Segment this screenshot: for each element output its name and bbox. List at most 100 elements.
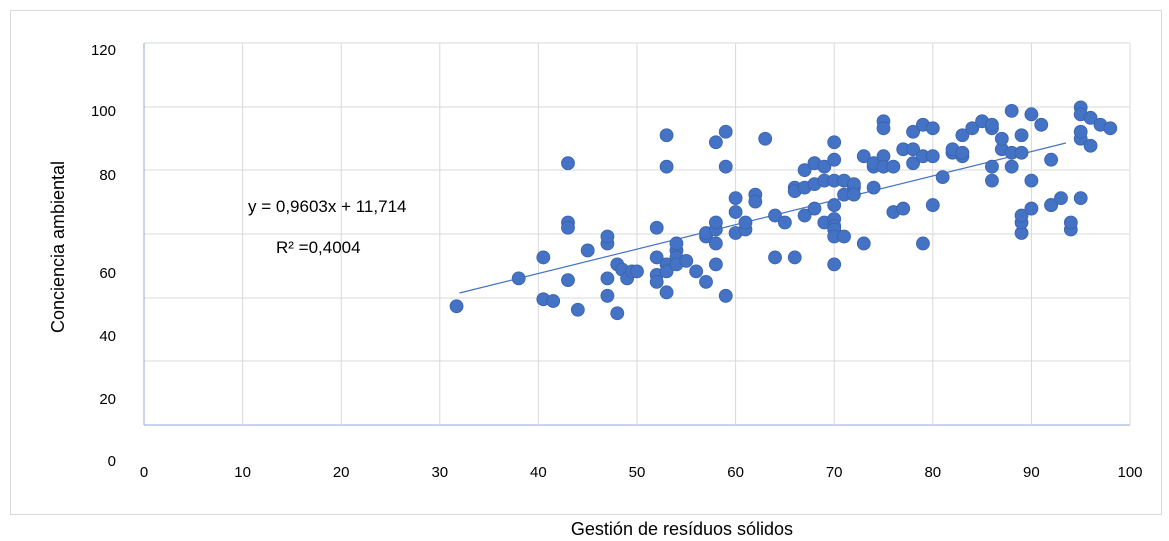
data-point: [906, 142, 920, 157]
trendline: [459, 142, 1067, 294]
data-point: [1024, 201, 1039, 216]
x-tick-label: 40: [530, 464, 547, 481]
data-point: [659, 285, 674, 300]
data-point: [1004, 103, 1019, 118]
data-point: [1044, 198, 1059, 212]
y-tick-label: 80: [99, 167, 116, 184]
data-point: [985, 117, 999, 132]
data-point: [768, 208, 782, 223]
data-point: [561, 220, 575, 235]
data-point: [994, 131, 1009, 146]
data-point: [1103, 121, 1118, 136]
x-tick-label: 70: [826, 464, 843, 481]
x-tick-label: 20: [333, 464, 350, 481]
data-point: [728, 205, 743, 219]
data-point: [1083, 138, 1098, 153]
data-point: [1004, 159, 1019, 174]
data-point: [827, 257, 842, 272]
data-point: [728, 191, 743, 205]
y-axis-title: Conciencia ambiental: [48, 161, 68, 333]
data-point: [925, 121, 940, 136]
data-point: [649, 220, 664, 235]
data-point: [708, 215, 723, 230]
data-point: [1063, 215, 1078, 230]
data-point: [787, 250, 802, 265]
data-point: [906, 156, 920, 171]
data-point: [778, 215, 792, 230]
data-point: [679, 254, 694, 268]
data-point: [570, 302, 585, 317]
r-squared-label: R² =0,4004: [276, 238, 361, 257]
y-tick-label: 100: [91, 103, 116, 120]
data-point: [1054, 191, 1068, 205]
equation-label: y = 0,9603x + 11,714: [248, 197, 406, 216]
data-point: [827, 198, 842, 212]
y-tick-label: 40: [99, 328, 116, 345]
data-point: [876, 121, 891, 136]
data-point: [906, 124, 920, 139]
data-point: [955, 145, 970, 160]
data-point: [546, 294, 561, 308]
tick-labels: 0 10 20 30 40 50 60 70 80 90 100 0 20 40 60 80 100 120: [91, 42, 1143, 481]
data-point: [896, 201, 911, 216]
data-point: [708, 257, 723, 272]
trendline-layer: [459, 142, 1067, 294]
x-tick-label: 90: [1023, 464, 1040, 481]
data-point: [718, 288, 733, 303]
data-point: [659, 159, 674, 174]
data-point: [708, 236, 723, 251]
data-point: [708, 135, 723, 150]
data-point: [561, 273, 575, 288]
data-point: [827, 135, 842, 150]
data-point: [536, 250, 551, 265]
data-point: [847, 187, 861, 202]
data-point: [965, 121, 980, 136]
data-point: [600, 271, 615, 286]
y-tick-label: 120: [91, 42, 116, 59]
data-point: [738, 215, 753, 230]
data-point: [1024, 173, 1039, 188]
data-point: [985, 159, 999, 174]
data-point: [1014, 145, 1029, 160]
data-point: [1014, 128, 1029, 143]
data-point: [935, 170, 950, 185]
data-point: [886, 159, 901, 174]
data-point: [866, 180, 881, 195]
data-point: [511, 271, 526, 286]
data-point: [1034, 117, 1049, 132]
data-point: [1044, 152, 1059, 167]
data-point: [925, 198, 940, 212]
x-tick-label: 60: [727, 464, 744, 481]
data-point: [649, 250, 664, 265]
data-point: [758, 131, 773, 146]
x-axis-title: Gestión de resíduos sólidos: [571, 519, 793, 539]
data-point: [449, 299, 464, 314]
data-point: [1014, 208, 1029, 223]
data-point: [659, 264, 674, 279]
gridlines: [143, 42, 1131, 426]
y-tick-label: 20: [99, 391, 116, 408]
data-point: [659, 128, 674, 143]
data-point: [649, 274, 664, 289]
data-point: [827, 152, 842, 167]
data-point: [925, 149, 940, 164]
chart-frame: [10, 10, 1162, 515]
data-point: [669, 236, 684, 251]
x-tick-label: 50: [629, 464, 646, 481]
data-point: [856, 149, 871, 164]
data-point: [797, 208, 812, 223]
x-tick-label: 30: [431, 464, 448, 481]
data-point: [561, 156, 575, 171]
data-point: [1073, 191, 1088, 205]
data-point: [768, 250, 782, 265]
data-point: [689, 264, 704, 279]
y-tick-label: 60: [99, 265, 116, 282]
data-point: [580, 243, 595, 258]
data-point: [985, 173, 999, 188]
data-point: [807, 201, 822, 216]
data-point: [955, 128, 970, 143]
data-point: [600, 229, 615, 244]
data-point: [797, 163, 812, 178]
x-tick-label: 80: [924, 464, 941, 481]
